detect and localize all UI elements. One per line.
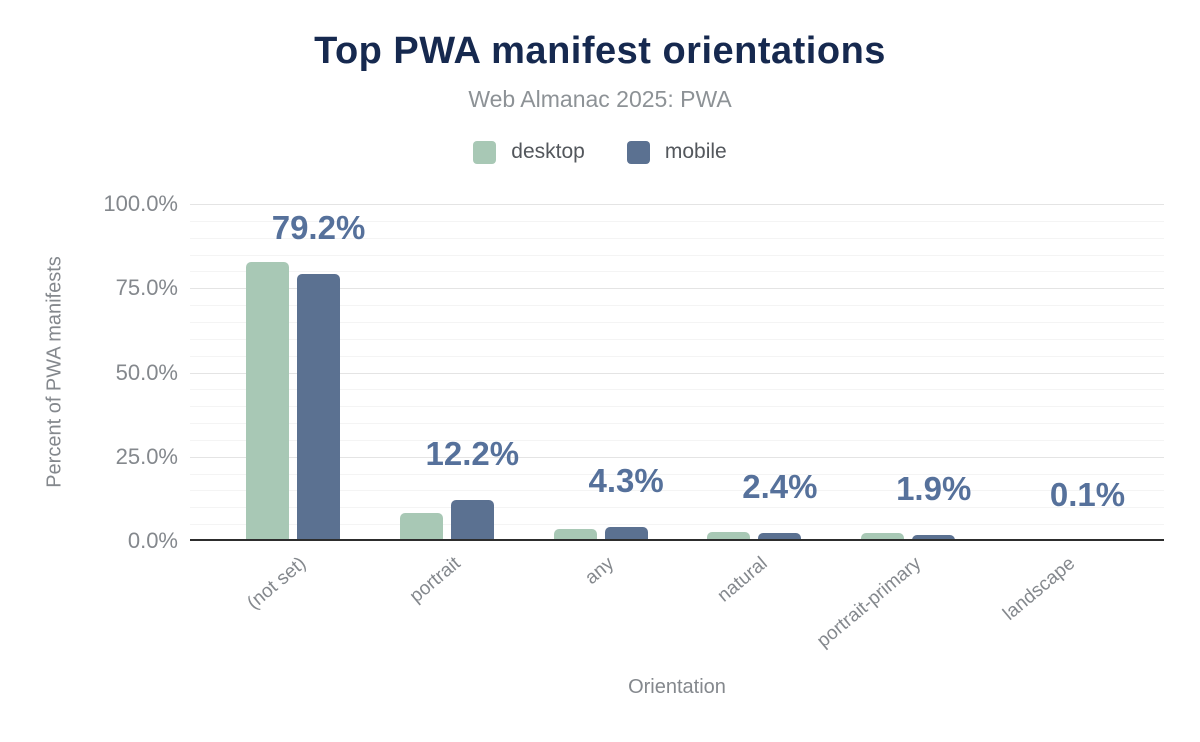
minor-gridline <box>190 423 1164 425</box>
minor-gridline <box>190 524 1164 526</box>
x-tick-label: landscape <box>999 553 1080 625</box>
data-label: 4.3% <box>588 461 664 499</box>
legend: desktop mobile <box>0 140 1200 164</box>
legend-item-desktop: desktop <box>473 140 585 164</box>
x-axis-title: Orientation <box>628 676 726 698</box>
x-axis-line <box>190 539 1164 541</box>
major-gridline <box>190 372 1164 374</box>
bar-mobile-1 <box>450 499 494 541</box>
x-tick-label: natural <box>713 553 772 607</box>
x-tick-label: portrait <box>405 553 465 608</box>
desktop-series-swatch <box>473 140 497 164</box>
y-tick-label: 25.0% <box>115 443 178 469</box>
bar-mobile-3 <box>758 532 802 541</box>
minor-gridline <box>190 406 1164 408</box>
legend-label-mobile: mobile <box>664 140 727 163</box>
minor-gridline <box>190 237 1164 239</box>
minor-gridline <box>190 355 1164 357</box>
major-gridline <box>190 456 1164 458</box>
mobile-series-swatch <box>626 140 650 164</box>
minor-gridline <box>190 507 1164 509</box>
minor-gridline <box>190 254 1164 256</box>
minor-gridline <box>190 321 1164 323</box>
x-tick-label: any <box>581 553 619 589</box>
minor-gridline <box>190 338 1164 340</box>
data-label: 1.9% <box>896 469 972 507</box>
bar-mobile-2 <box>604 526 648 541</box>
minor-gridline <box>190 473 1164 475</box>
y-tick-label: 100.0% <box>103 191 178 216</box>
minor-gridline <box>190 220 1164 222</box>
data-label: 0.1% <box>1049 475 1126 513</box>
data-label: 2.4% <box>742 467 818 505</box>
minor-gridline <box>190 490 1164 492</box>
chart-subtitle: Web Almanac 2025: PWA <box>468 86 732 112</box>
minor-gridline <box>190 305 1164 307</box>
bar-desktop-3 <box>707 531 751 541</box>
chart-title: Top PWA manifest orientations <box>314 30 886 72</box>
y-tick-label: 75.0% <box>115 275 178 301</box>
bar-desktop-2 <box>553 528 597 541</box>
x-tick-label: portrait-primary <box>813 553 926 652</box>
bar-mobile-0 <box>297 274 340 541</box>
y-tick-label: 0.0% <box>127 528 178 553</box>
bar-desktop-4 <box>861 532 905 541</box>
bar-mobile-4 <box>912 534 956 541</box>
bar-desktop-1 <box>399 513 443 541</box>
y-tick-label: 50.0% <box>115 359 178 385</box>
major-gridline <box>190 288 1164 290</box>
minor-gridline <box>190 389 1164 391</box>
legend-item-mobile: mobile <box>626 140 727 164</box>
major-gridline <box>190 204 1164 205</box>
minor-gridline <box>190 271 1164 273</box>
minor-gridline <box>190 439 1164 441</box>
data-label: 79.2% <box>271 209 366 247</box>
legend-label-desktop: desktop <box>511 140 585 163</box>
x-tick-label: (not set) <box>243 553 311 614</box>
bar-desktop-0 <box>246 261 289 541</box>
data-label: 12.2% <box>425 434 520 472</box>
